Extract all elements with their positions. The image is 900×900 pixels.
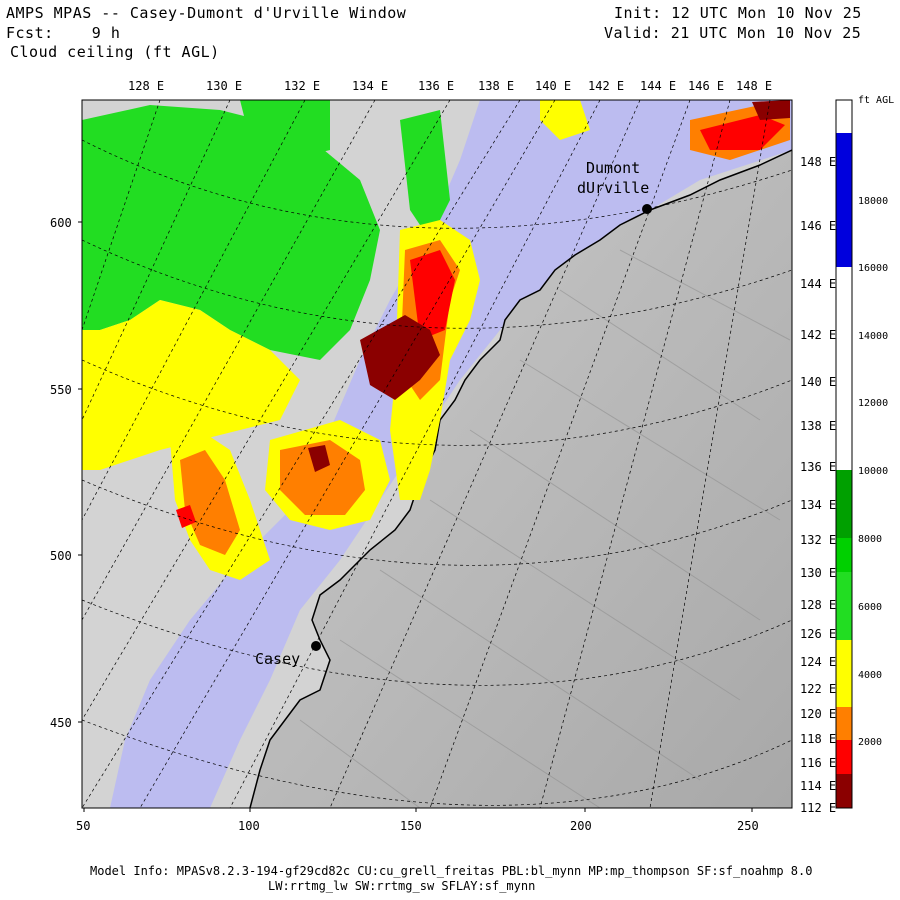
svg-text:118 E: 118 E [800,732,836,746]
latitude-lines [82,139,792,806]
cb-10000-16000 [836,267,852,470]
valid-time: Valid: 21 UTC Mon 10 Nov 25 [604,24,862,42]
cb-1000-2000 [836,707,852,740]
cb-above-18000 [836,100,852,133]
svg-text:6000: 6000 [858,602,882,613]
svg-text:122 E: 122 E [800,682,836,696]
cb-16000-18000 [836,133,852,267]
left-ticks [78,221,82,723]
casey-marker[interactable] [311,641,321,651]
svg-text:12000: 12000 [858,398,888,409]
svg-text:138 E: 138 E [478,79,514,93]
svg-text:8000: 8000 [858,534,882,545]
svg-text:4000: 4000 [858,670,882,681]
svg-text:132 E: 132 E [284,79,320,93]
cb-0-500 [836,774,852,808]
cb-4000-6000 [836,572,852,640]
svg-text:112 E: 112 E [800,801,836,815]
left-grid-labels: 600 550 500 450 [50,216,72,730]
svg-text:250: 250 [737,819,759,833]
bottom-ticks [83,808,753,812]
svg-text:138 E: 138 E [800,419,836,433]
svg-text:10000: 10000 [858,466,888,477]
svg-text:128 E: 128 E [800,598,836,612]
svg-text:134 E: 134 E [800,498,836,512]
svg-text:120 E: 120 E [800,707,836,721]
model-info-line2: LW:rrtmg_lw SW:rrtmg_sw SFLAY:sf_mynn [268,879,536,893]
meridian-lines [82,100,771,808]
chart-title: AMPS MPAS -- Casey-Dumont d'Urville Wind… [6,4,407,22]
svg-text:142 E: 142 E [588,79,624,93]
dumont-durville-marker[interactable] [642,204,652,214]
init-time: Init: 12 UTC Mon 10 Nov 25 [614,4,862,22]
svg-text:146 E: 146 E [800,219,836,233]
station-label-dumont: Dumont [586,159,640,177]
svg-text:600: 600 [50,216,72,230]
top-longitude-labels: 128 E 130 E 132 E 134 E 136 E 138 E 140 … [128,79,772,93]
svg-text:150: 150 [400,819,422,833]
svg-text:550: 550 [50,383,72,397]
svg-text:140 E: 140 E [535,79,571,93]
svg-text:450: 450 [50,716,72,730]
svg-text:136 E: 136 E [800,460,836,474]
station-label-casey: Casey [255,650,300,668]
colorbar-unit: ft AGL [858,95,894,106]
colorbar: ft AGL 18000 16000 14000 12000 10000 800… [835,95,894,809]
cb-500-1000 [836,740,852,774]
svg-text:124 E: 124 E [800,655,836,669]
svg-text:14000: 14000 [858,331,888,342]
svg-text:140 E: 140 E [800,375,836,389]
svg-text:142 E: 142 E [800,328,836,342]
cb-8000-10000 [836,470,852,538]
svg-text:116 E: 116 E [800,756,836,770]
cb-2000-4000 [836,640,852,707]
station-label-durville: dUrville [577,179,649,197]
svg-text:130 E: 130 E [800,566,836,580]
svg-text:134 E: 134 E [352,79,388,93]
svg-text:132 E: 132 E [800,533,836,547]
svg-text:148 E: 148 E [736,79,772,93]
svg-text:146 E: 146 E [688,79,724,93]
forecast-hour: Fcst: 9 h [6,24,121,42]
svg-text:128 E: 128 E [128,79,164,93]
svg-text:18000: 18000 [858,196,888,207]
svg-text:500: 500 [50,549,72,563]
svg-text:136 E: 136 E [418,79,454,93]
svg-text:16000: 16000 [858,263,888,274]
model-info-line1: Model Info: MPASv8.2.3-194-gf29cd82c CU:… [90,864,813,878]
svg-text:114 E: 114 E [800,779,836,793]
field-name: Cloud ceiling (ft AGL) [10,43,220,61]
svg-text:2000: 2000 [858,737,882,748]
svg-text:130 E: 130 E [206,79,242,93]
map-area[interactable] [82,100,792,808]
svg-text:126 E: 126 E [800,627,836,641]
svg-text:100: 100 [238,819,260,833]
svg-text:200: 200 [570,819,592,833]
svg-text:144 E: 144 E [640,79,676,93]
svg-text:144 E: 144 E [800,277,836,291]
svg-text:50: 50 [76,819,90,833]
svg-text:148 E: 148 E [800,155,836,169]
right-longitude-labels: 148 E 146 E 144 E 142 E 140 E 138 E 136 … [800,155,836,815]
cb-6000-8000 [836,538,852,572]
bottom-grid-labels: 50 100 150 200 250 [76,819,759,833]
